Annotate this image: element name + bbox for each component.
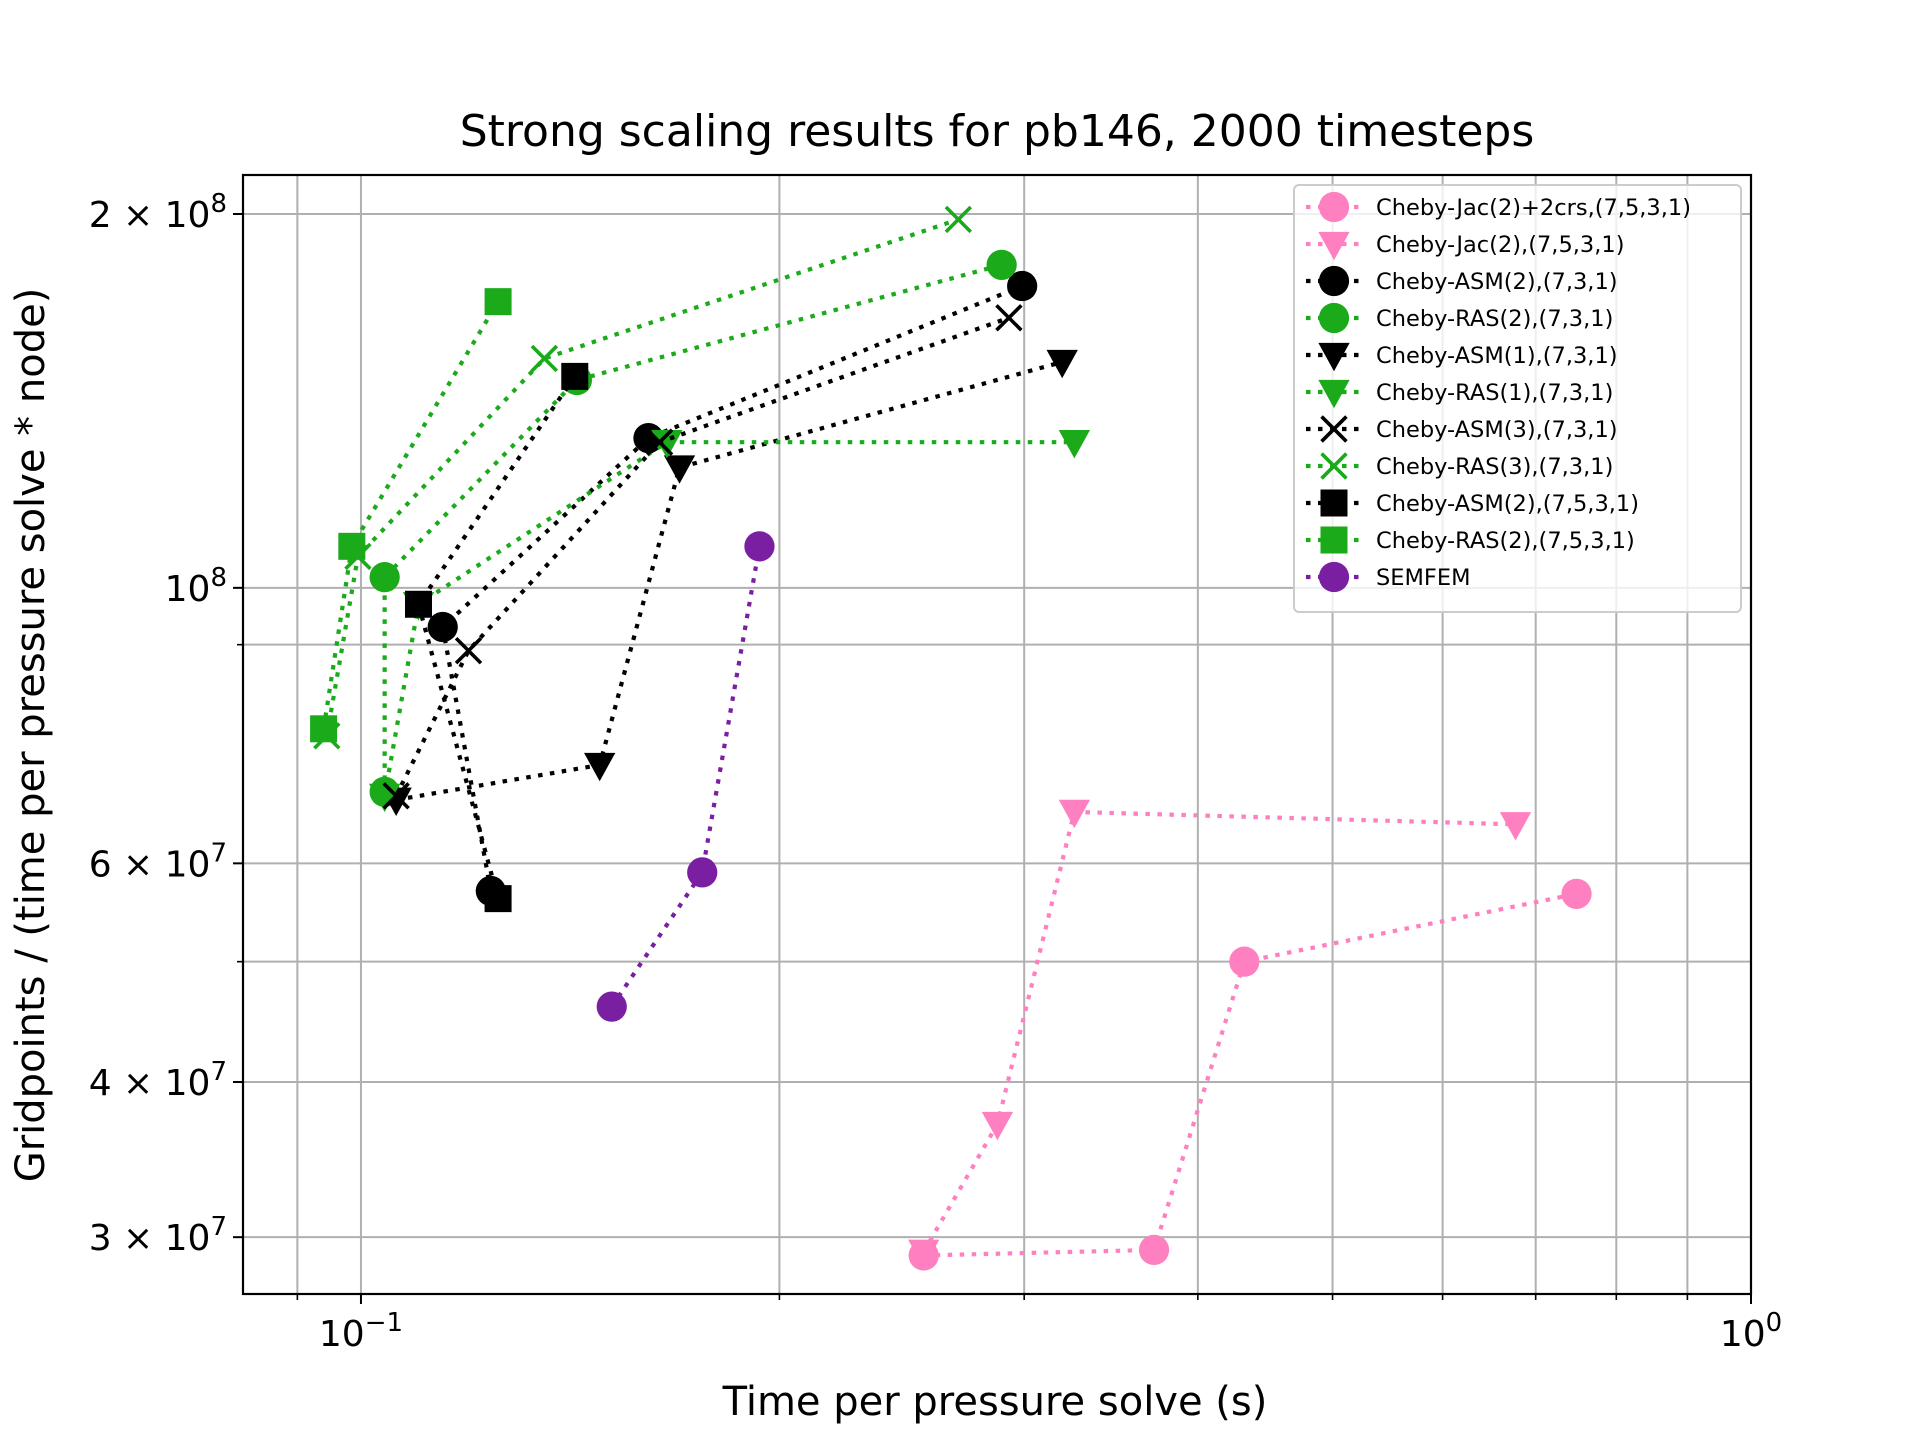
data-point [427,611,458,643]
series-line [921,809,1516,1253]
legend-marker [1320,526,1348,554]
y-axis-label: Gridpoints / (time per pressure solve * … [8,288,54,1183]
data-point [908,1239,940,1268]
data-point [645,428,674,456]
series-line [324,217,960,737]
data-point [310,715,338,743]
series-line [440,284,1023,892]
series-line [394,315,1010,797]
legend-box [1293,184,1742,613]
y-tick-label: 6 × 107 [89,838,227,885]
y-tick-label: 4 × 107 [89,1057,227,1104]
series-line [382,262,1003,792]
y-tick-label: 108 [165,563,227,610]
axis-ticks: 10−1 100 3 × 107 4 × 107 6 × 107 108 2 × 108 [89,189,1782,1355]
legend-marker [1320,452,1348,480]
legend-entry: Cheby-RAS(3),(7,3,1) [1306,452,1613,480]
data-point [663,455,696,484]
legend-marker [1318,265,1350,297]
chart-title: Strong scaling results for pb146, 2000 t… [460,106,1535,157]
series-cheby-asm-2-7-5-3-1 [405,362,589,913]
data-point [1007,270,1038,302]
legend-label: SEMFEM [1376,565,1470,591]
data-point [484,885,512,913]
data-point [1058,799,1091,829]
legend-label: Cheby-RAS(2),(7,5,3,1) [1376,528,1635,554]
data-point [454,636,483,665]
y-tick-label: 2 × 108 [89,189,227,236]
legend-entry: Cheby-RAS(2),(7,5,3,1) [1306,526,1635,554]
series-semfem [596,531,775,1022]
legend: Cheby-Jac(2)+2crs,(7,5,3,1) Cheby-Jac(2),… [1293,184,1742,613]
legend-marker [1318,379,1350,409]
legend-marker [1318,231,1350,261]
data-point [382,782,410,810]
plot-area-frame [241,173,1753,1296]
legend-entry: Cheby-ASM(1),(7,3,1) [1306,342,1618,372]
data-point [944,205,973,234]
data-point [1058,430,1091,459]
legend-label: Cheby-RAS(3),(7,3,1) [1376,454,1613,480]
legend-label: Cheby-ASM(2),(7,3,1) [1376,269,1618,295]
data-point [1138,1234,1170,1266]
data-point [1046,349,1078,379]
legend-marker [1318,191,1350,223]
data-point [561,362,589,390]
legend-entry: Cheby-ASM(2),(7,5,3,1) [1306,489,1639,517]
legend-entry: Cheby-RAS(1),(7,3,1) [1306,379,1613,409]
x-tick-label: 100 [1720,1308,1782,1355]
legend-label: Cheby-ASM(2),(7,5,3,1) [1376,491,1639,517]
data-point [1229,946,1260,977]
data-point [596,991,627,1022]
legend-label: Cheby-Jac(2)+2crs,(7,5,3,1) [1376,195,1691,221]
series-cheby-asm-2-7-3-1 [427,270,1038,907]
data-point [986,249,1017,280]
x-axis-label: Time per pressure solve (s) [722,1379,1268,1425]
data-point [338,532,366,560]
legend-marker [1320,489,1348,517]
legend-entry: Cheby-ASM(2),(7,3,1) [1306,265,1618,297]
series-line [382,440,1075,797]
legend-marker [1320,415,1348,443]
data-point [405,590,433,618]
data-point [995,304,1023,332]
series-line [395,359,1063,802]
data-point [744,531,775,562]
legend-label: Cheby-ASM(1),(7,3,1) [1376,343,1618,369]
legend-label: Cheby-ASM(3),(7,3,1) [1376,417,1618,443]
legend-entry: Cheby-ASM(3),(7,3,1) [1306,415,1618,443]
series-layer [310,205,1592,1271]
data-point [651,430,683,459]
y-tick-label: 3 × 107 [89,1212,227,1259]
series-cheby-jac-2-7-5-3-1 [908,799,1532,1268]
series-cheby-ras-2-7-5-3-1 [310,288,512,743]
legend-entry: SEMFEM [1306,561,1470,593]
legend-label: Cheby-Jac(2),(7,5,3,1) [1376,232,1624,258]
legend-marker [1318,561,1350,593]
data-point [530,344,559,373]
data-point [1561,878,1592,909]
data-point [981,1111,1014,1141]
legend-entry: Cheby-Jac(2)+2crs,(7,5,3,1) [1306,191,1691,223]
data-point [1499,812,1532,841]
data-point [484,288,512,316]
series-line [321,300,500,730]
legend-label: Cheby-RAS(1),(7,3,1) [1376,380,1613,406]
legend-marker [1318,342,1350,372]
data-point [584,752,616,782]
series-cheby-asm-3-7-3-1 [382,304,1023,810]
data-point [369,562,400,593]
legend-entry: Cheby-RAS(2),(7,3,1) [1306,302,1613,334]
x-tick-label: 10−1 [319,1308,403,1355]
data-point [687,857,718,888]
legend-marker [1318,302,1350,334]
legend-entry: Cheby-Jac(2),(7,5,3,1) [1306,231,1624,261]
legend-label: Cheby-RAS(2),(7,3,1) [1376,306,1613,332]
